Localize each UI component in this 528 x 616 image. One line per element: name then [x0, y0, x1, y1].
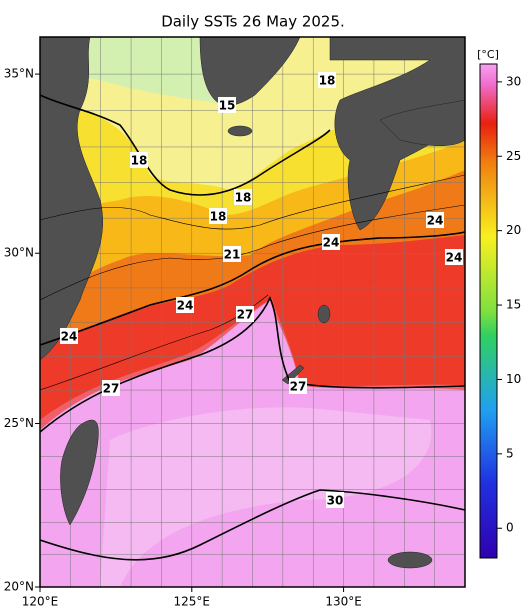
colorbar-ticks: 0 5 10 15 20 25 30	[497, 74, 521, 535]
contour-label-bg	[218, 97, 236, 113]
x-tick-label: 125°E	[174, 595, 211, 609]
contour-label-bg	[322, 234, 340, 250]
contour-label: 30	[327, 494, 344, 508]
contour-label-bg	[176, 297, 194, 313]
y-tick-label: 35°N	[4, 67, 34, 81]
contour-label-bg	[445, 249, 463, 265]
contour-label-bg	[60, 328, 78, 344]
china	[40, 37, 103, 361]
y-tick-label: 25°N	[4, 416, 34, 430]
contour-label-bg	[426, 212, 444, 228]
colorbar-tick-label: 5	[506, 446, 514, 460]
map-area: 18 15 18 18 18 21 24 24 24 24 27 24 27 27 30	[40, 37, 465, 587]
contour-label: 24	[61, 330, 78, 344]
yakushima	[317, 304, 331, 324]
contour-label: 27	[290, 380, 307, 394]
contour-label: 27	[237, 308, 254, 322]
jeju	[227, 125, 253, 137]
contour-label-bg	[130, 152, 148, 168]
x-tick-label: 120°E	[22, 595, 59, 609]
axes: 120°E 125°E 130°E 20°N 25°N 30°N 35°N	[4, 67, 362, 609]
contour-label-bg	[234, 189, 252, 205]
okinawa	[281, 364, 305, 385]
contour-label: 24	[446, 251, 463, 265]
colorbar-tick-label: 15	[506, 298, 521, 312]
x-tick-label: 130°E	[325, 595, 362, 609]
contour-label-bg	[236, 306, 254, 322]
colorbar-tick-label: 25	[506, 149, 521, 163]
colorbar-tick-label: 20	[506, 223, 521, 237]
contour-label: 24	[427, 214, 444, 228]
contour-label-bg	[209, 208, 227, 224]
contour-label-bg	[102, 380, 120, 396]
colorbar	[479, 63, 498, 559]
contour-label-bg	[326, 492, 344, 508]
taiwan	[60, 419, 99, 526]
colorbar-tick-label: 0	[506, 521, 514, 535]
shikoku	[379, 99, 465, 147]
colorbar-tick-label: 10	[506, 372, 521, 386]
contour-label: 18	[131, 154, 148, 168]
contour-label: 27	[103, 382, 120, 396]
title: Daily SSTs 26 May 2025.	[161, 13, 345, 31]
contour-labels: 18 15 18 18 18 21 24 24 24 24 27 24 27 27 30	[60, 72, 463, 508]
contour-label: 18	[210, 210, 227, 224]
contour-label: 18	[235, 191, 252, 205]
contour-label: 21	[224, 248, 241, 262]
contour-label-bg	[318, 72, 336, 88]
contour-label: 24	[177, 299, 194, 313]
contours	[40, 94, 465, 561]
contour-label: 24	[323, 236, 340, 250]
contour-label-bg	[289, 378, 307, 394]
y-tick-label: 30°N	[4, 246, 34, 260]
colorbar-tick-label: 30	[506, 74, 521, 88]
ogasawara-area	[387, 551, 433, 569]
colorbar-unit: [°C]	[477, 48, 499, 61]
land	[40, 37, 465, 569]
map-frame	[39, 36, 466, 588]
contour-label-bg	[223, 246, 241, 262]
sea-warm	[100, 407, 432, 587]
y-tick-label: 20°N	[4, 580, 34, 594]
contour-label: 15	[219, 99, 236, 113]
contour-label: 18	[319, 74, 336, 88]
